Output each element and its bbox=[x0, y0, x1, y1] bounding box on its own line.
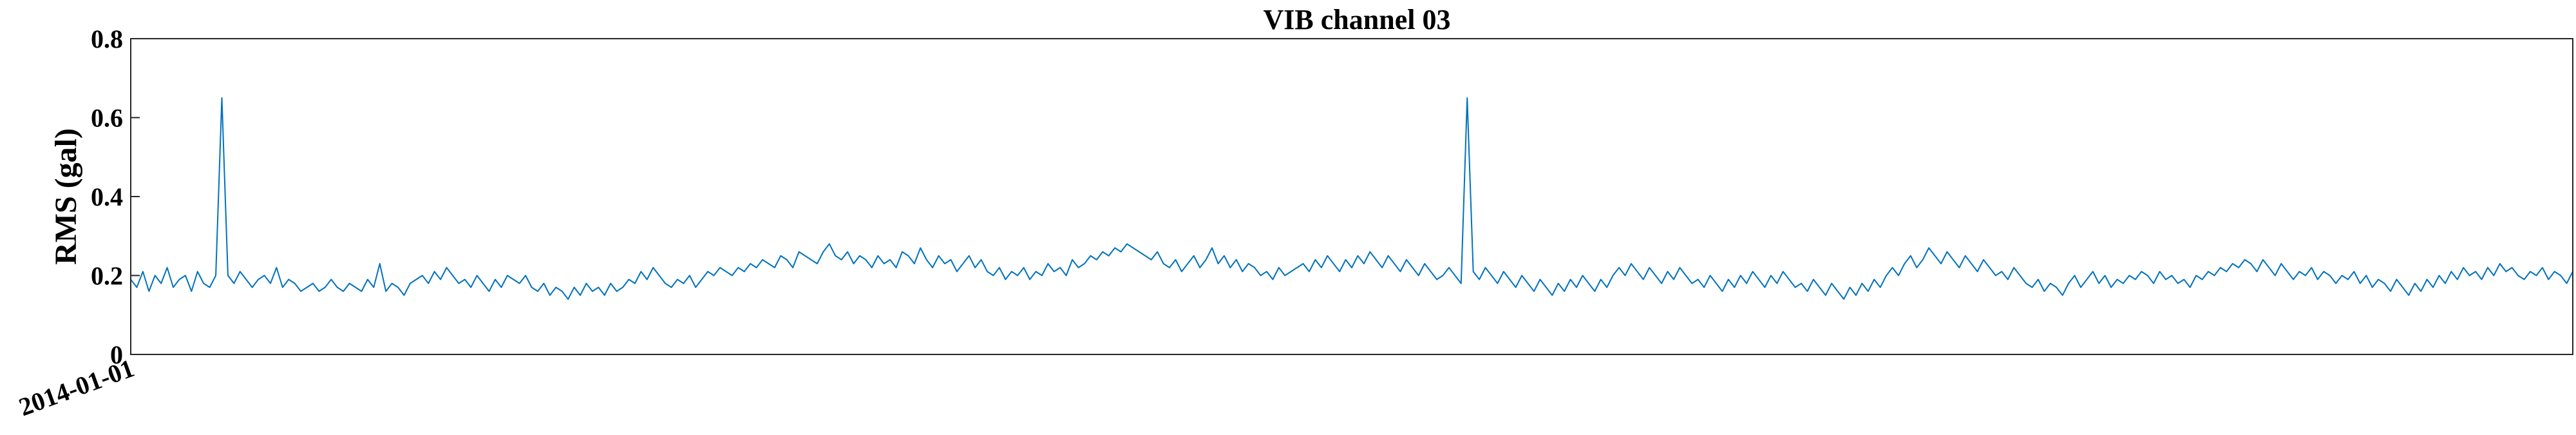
y-tick-label: 0.6 bbox=[91, 104, 123, 133]
plot-area-frame bbox=[130, 38, 2573, 355]
y-tick-label: 0.2 bbox=[91, 262, 123, 291]
y-axis-label: RMS (gal) bbox=[49, 128, 83, 265]
y-tick-label: 0.4 bbox=[91, 182, 123, 211]
y-axis-ticks: 0 0.2 0.4 0.6 0.8 bbox=[91, 24, 140, 369]
y-tick-label: 0 bbox=[110, 340, 123, 369]
x-tick-label: 2014-01-01 bbox=[15, 353, 138, 421]
rms-series-line bbox=[130, 97, 2573, 300]
chart-title: VIB channel 03 bbox=[1264, 4, 1451, 35]
y-tick-label: 0.8 bbox=[91, 24, 123, 53]
x-axis-ticks: 2014-01-01 bbox=[15, 353, 138, 421]
